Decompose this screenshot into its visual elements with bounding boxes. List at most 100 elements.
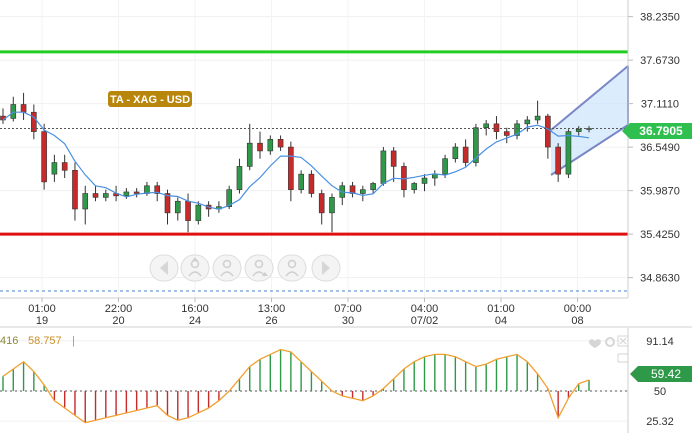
candle [267,135,274,155]
candle [473,123,479,167]
time-tick-date: 20 [112,315,124,327]
candle-body [103,193,109,198]
candle [565,129,572,179]
candle-body [493,123,500,132]
candle-body [524,119,531,125]
time-tick-time: 16:00 [181,303,209,315]
candle [308,170,315,198]
candle-body [329,197,335,214]
oscillator-signal-line [2,348,590,424]
candle-body [565,131,572,175]
time-tick-time: 01:00 [487,303,515,315]
candle [133,188,140,198]
candle-body [236,166,243,190]
candle-body [421,177,428,184]
price-axis[interactable]: 38.2350 37.6730 37.1110 36.5490 35.9870 35.42… [628,12,680,285]
current-price-text: 36.7905 [639,124,683,138]
candle-body [442,158,448,175]
time-axis[interactable]: 01:001922:002016:002413:002607:003004:00… [28,298,591,327]
time-tick-date: 07/02 [411,315,439,327]
candle-body [92,193,99,198]
candle-body [20,104,27,113]
candle-body [123,191,130,197]
candle [545,113,551,159]
oscillator-pane[interactable] [0,328,628,433]
settings-icon[interactable] [605,337,615,347]
oscillator-left-value: 416 [0,335,18,347]
candle [493,116,500,140]
candle [298,170,304,194]
candle [421,174,428,192]
candle [575,126,582,136]
candle-body [318,193,325,214]
person-refresh-icon[interactable] [277,254,307,282]
candle-body [226,189,232,207]
candle [411,181,418,194]
candle [174,197,181,221]
person-plus-icon[interactable] [212,254,242,282]
time-tick-time: 01:00 [28,303,56,315]
osc-tick-label: 91.14 [646,336,674,348]
candle [370,181,376,194]
channel-upper-line[interactable] [550,65,629,131]
candle [31,104,37,140]
candle [103,189,109,202]
time-tick-date: 26 [265,315,277,327]
price-tick-label: 37.1110 [641,99,679,111]
moving-average-line [2,111,590,210]
candle-body [360,189,366,194]
candle [452,143,459,163]
candle-body [246,142,253,167]
chevron-right-icon[interactable] [311,254,341,282]
candle [72,162,78,221]
candle-body [195,204,202,221]
candle-body [514,123,520,136]
price-tick-label: 34.8630 [640,273,680,285]
candle-body [298,173,304,190]
candle-body [503,131,510,136]
oscillator-label-separator: | [72,335,75,347]
candle-body [174,200,181,214]
candle-body [61,162,68,171]
candle [534,100,541,124]
candle-body [72,169,78,210]
time-tick-date: 24 [189,315,201,327]
oscillator-axis[interactable]: 91.14 50 25.32 [646,336,674,428]
person-up-icon[interactable] [180,254,210,282]
candle [360,185,366,202]
candle [318,189,325,225]
channel-lower-line[interactable] [550,124,629,176]
price-tick-label: 37.6730 [640,55,680,67]
candle [257,131,263,159]
time-tick-time: 13:00 [258,303,286,315]
time-tick-time: 04:00 [411,303,439,315]
navigation-toolbar [149,254,341,282]
candle-body [185,200,191,221]
candle-body [288,146,294,190]
candle [555,143,561,182]
oscillator-value-label: 58.757 [28,335,62,347]
time-tick-date: 19 [36,315,48,327]
symbol-badge[interactable] [108,91,192,107]
current-price-label: 36.7905 [622,123,692,139]
heart-icon[interactable] [589,339,601,348]
person-down-icon[interactable] [244,254,274,282]
candle-body [473,127,479,163]
candle [462,139,469,167]
candle [524,116,531,132]
candle-body [51,162,58,175]
candle [236,158,243,194]
main-pane[interactable] [0,0,628,298]
chevron-left-icon[interactable] [149,254,179,282]
candle [61,154,68,179]
candle-body [555,146,561,175]
candle-body [133,191,140,194]
price-tick-label: 38.2350 [640,12,680,24]
osc-tick-label: 50 [654,386,666,398]
candle-body [575,128,582,132]
candle-body [462,146,469,163]
time-tick-date: 30 [342,315,354,327]
candle [51,154,58,182]
